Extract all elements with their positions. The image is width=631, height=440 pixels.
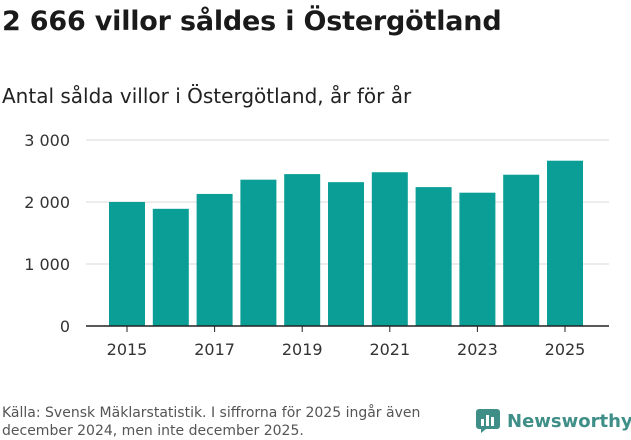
x-tick-label: 2015 <box>107 340 148 359</box>
bars <box>109 160 583 326</box>
bar-2023 <box>459 192 496 326</box>
x-tick-label: 2021 <box>369 340 410 359</box>
x-tick-label: 2023 <box>457 340 498 359</box>
bar-2019 <box>284 174 321 326</box>
bar-2021 <box>371 172 408 326</box>
chart-title: 2 666 villor såldes i Östergötland <box>2 6 502 37</box>
brand-name: Newsworthy <box>507 410 631 432</box>
y-axis-ticks: 0 1 000 2 000 3 000 <box>24 131 70 336</box>
x-axis-ticks: 2015 2017 2019 2021 2023 2025 <box>107 326 586 359</box>
y-tick-label: 1 000 <box>24 255 70 274</box>
bar-chart: 0 1 000 2 000 3 000 2015 2017 2019 2021 2023 202… <box>24 131 609 359</box>
source-note: Källa: Svensk Mäklarstatistik. I siffror… <box>2 405 421 439</box>
bar-2017 <box>196 193 233 326</box>
bar-2015 <box>109 202 145 326</box>
brand-logo: Newsworthy <box>475 408 631 434</box>
bar-2016 <box>152 208 189 326</box>
bar-2020 <box>328 182 364 326</box>
bar-2024 <box>503 174 540 326</box>
bar-2025 <box>547 160 583 326</box>
bar-2018 <box>240 179 277 326</box>
bar-chart-logo-icon <box>476 409 500 433</box>
x-tick-label: 2017 <box>194 340 235 359</box>
bar-2022 <box>415 187 452 326</box>
x-tick-label: 2025 <box>545 340 586 359</box>
x-tick-label: 2019 <box>282 340 323 359</box>
y-tick-label: 2 000 <box>24 193 70 212</box>
y-tick-label: 0 <box>60 317 70 336</box>
y-tick-label: 3 000 <box>24 131 70 150</box>
chart-subtitle: Antal sålda villor i Östergötland, år fö… <box>2 84 412 108</box>
